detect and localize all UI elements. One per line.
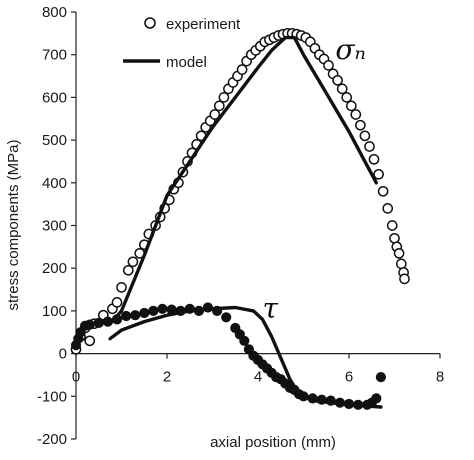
x-tick-label: 0: [72, 369, 80, 386]
x-axis-title: axial position (mm): [210, 434, 336, 451]
tau-model-series: [108, 305, 383, 409]
y-tick-label: 300: [42, 218, 67, 235]
sigma-n-experiment-point: [386, 220, 398, 231]
y-tick-label: 0: [59, 346, 67, 363]
sigma-n-experiment-point: [350, 109, 362, 120]
sigma-n-experiment-point: [323, 60, 334, 71]
sigma-n-experiment-point: [218, 92, 230, 103]
y-tick-label: 700: [42, 47, 67, 64]
tau-experiment-point: [130, 310, 141, 321]
tau-experiment-point: [239, 335, 250, 346]
sigma-n-annotation: σₙ: [335, 33, 365, 66]
tau-experiment-point: [371, 393, 382, 404]
x-tick-label: 2: [163, 369, 171, 386]
x-tick-label: 4: [254, 369, 262, 386]
sigma-n-experiment-point: [368, 153, 380, 165]
tau-experiment-point: [93, 317, 104, 328]
y-tick-label: 100: [42, 303, 67, 320]
tau-experiment-point: [102, 316, 113, 327]
sigma-n-experiment-point: [127, 256, 139, 268]
sigma-n-experiment-point: [209, 109, 221, 120]
sigma-n-experiment-point: [359, 130, 371, 142]
tau-experiment-point: [84, 319, 95, 330]
sigma-n-experiment-point: [395, 258, 407, 270]
sigma-n-experiment-point: [389, 232, 400, 244]
y-tick-label: -200: [37, 431, 67, 448]
sigma-n-experiment-point: [355, 119, 366, 131]
x-tick-label: 8: [436, 369, 444, 386]
tau-experiment-point: [375, 372, 386, 383]
sigma-n-experiment-point: [377, 185, 389, 197]
sigma-n-experiment-point: [345, 100, 357, 112]
axes: -200 -100 0 100 200 300 400 500 600 700 800 0 2 4 6 8: [37, 4, 444, 448]
sigma-n-model-series: [108, 35, 378, 326]
sigma-n-experiment-point: [122, 264, 134, 276]
sigma-n-experiment-point: [116, 282, 127, 293]
y-tick-label: 500: [42, 132, 67, 149]
legend-model-label: model: [166, 54, 207, 71]
tau-experiment-series: [70, 302, 386, 410]
x-tick-label: 6: [345, 369, 353, 386]
sigma-n-experiment-point: [213, 100, 225, 112]
sigma-n-experiment-series: [70, 28, 410, 355]
y-axis-title: stress components (MPa): [5, 140, 22, 311]
legend: experiment model: [123, 16, 241, 71]
tau-experiment-point: [148, 305, 159, 316]
y-tick-label: 400: [42, 175, 67, 192]
tau-annotation: τ: [263, 291, 279, 324]
legend-experiment-label: experiment: [166, 16, 241, 33]
tau-experiment-point: [221, 312, 232, 323]
sigma-n-experiment-point: [84, 335, 96, 347]
legend-experiment-marker: [144, 17, 156, 29]
tau-experiment-point: [111, 314, 123, 325]
tau-experiment-point: [157, 303, 168, 314]
sigma-n-experiment-point: [373, 168, 384, 180]
y-tick-label: 800: [42, 4, 67, 21]
y-tick-label: 600: [42, 89, 67, 106]
sigma-n-experiment-point: [236, 64, 248, 75]
sigma-n-experiment-point: [341, 92, 353, 103]
sigma-n-experiment-point: [364, 141, 375, 152]
tau-experiment-point: [139, 307, 150, 319]
y-tick-label: 200: [42, 260, 67, 277]
sigma-n-experiment-point: [336, 83, 348, 95]
sigma-n-experiment-point: [399, 273, 410, 285]
sigma-n-experiment-point: [382, 203, 394, 214]
sigma-n-experiment-point: [393, 247, 405, 259]
series-layer: [70, 28, 410, 410]
sigma-n-experiment-point: [332, 74, 343, 86]
tau-model-line: [108, 305, 383, 409]
sigma-n-model-line: [108, 35, 378, 326]
sigma-n-experiment-point: [111, 297, 123, 308]
tau-experiment-point: [121, 310, 132, 322]
y-tick-label: -100: [37, 388, 67, 405]
